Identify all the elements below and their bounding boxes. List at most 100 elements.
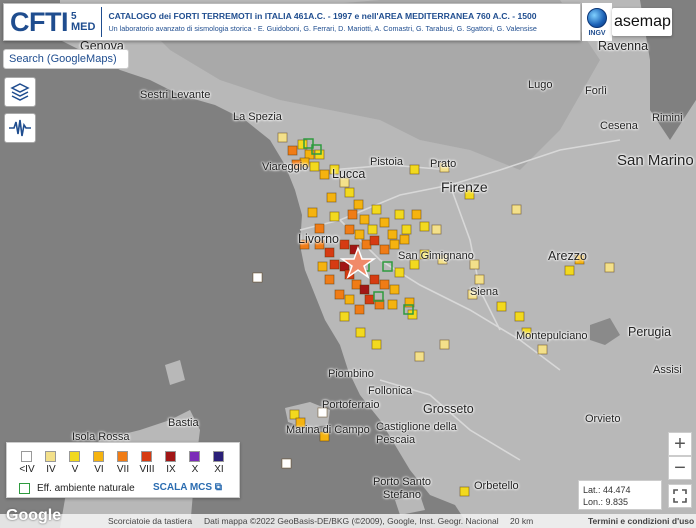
keyboard-shortcuts-link[interactable]: Scorciatoie da tastiera <box>108 516 193 526</box>
earthquake-marker[interactable] <box>344 294 355 305</box>
earthquake-marker[interactable] <box>297 139 308 150</box>
earthquake-marker[interactable] <box>414 351 425 362</box>
legend-swatch <box>69 451 80 462</box>
earthquake-marker[interactable] <box>344 224 355 235</box>
layers-button[interactable] <box>4 77 36 107</box>
earthquake-marker[interactable] <box>604 262 615 273</box>
earthquake-marker[interactable] <box>379 217 390 228</box>
epicenter-star-icon[interactable] <box>339 245 377 279</box>
earthquake-marker[interactable] <box>334 289 345 300</box>
environment-effect-marker[interactable] <box>382 261 393 272</box>
earthquake-marker[interactable] <box>347 209 358 220</box>
earthquake-marker[interactable] <box>329 164 340 175</box>
earthquake-marker[interactable] <box>319 431 330 442</box>
earthquake-marker[interactable] <box>574 254 585 265</box>
earthquake-marker[interactable] <box>295 417 306 428</box>
earthquake-marker[interactable] <box>291 159 302 170</box>
earthquake-marker[interactable] <box>401 224 412 235</box>
earthquake-marker[interactable] <box>309 161 320 172</box>
earthquake-marker[interactable] <box>411 209 422 220</box>
earthquake-marker[interactable] <box>409 259 420 270</box>
earthquake-marker[interactable] <box>439 339 450 350</box>
earthquake-marker[interactable] <box>459 486 470 497</box>
earthquake-marker[interactable] <box>339 239 350 250</box>
earthquake-marker[interactable] <box>252 272 263 283</box>
earthquake-marker[interactable] <box>521 327 532 338</box>
earthquake-marker[interactable] <box>287 145 298 156</box>
earthquake-marker[interactable] <box>314 223 325 234</box>
earthquake-marker[interactable] <box>339 311 350 322</box>
earthquake-marker[interactable] <box>359 284 370 295</box>
earthquake-marker[interactable] <box>324 274 335 285</box>
earthquake-marker[interactable] <box>564 265 575 276</box>
earthquake-marker[interactable] <box>394 267 405 278</box>
earthquake-marker[interactable] <box>369 274 380 285</box>
earthquake-marker[interactable] <box>344 187 355 198</box>
earthquake-marker[interactable] <box>467 289 478 300</box>
earthquake-marker[interactable] <box>317 261 328 272</box>
earthquake-marker[interactable] <box>389 284 400 295</box>
earthquake-marker[interactable] <box>389 239 400 250</box>
earthquake-marker[interactable] <box>511 204 522 215</box>
earthquake-marker[interactable] <box>351 279 362 290</box>
earthquake-marker[interactable] <box>355 327 366 338</box>
search-googlemaps-button[interactable]: Search (GoogleMaps) <box>3 49 129 69</box>
scala-mcs-link[interactable]: SCALA MCS ⧉ <box>153 482 222 493</box>
earthquake-marker[interactable] <box>409 164 420 175</box>
basemap-button[interactable]: asemap <box>612 8 672 36</box>
earthquake-marker[interactable] <box>439 162 450 173</box>
earthquake-marker[interactable] <box>496 301 507 312</box>
environment-effect-marker[interactable] <box>311 144 322 155</box>
earthquake-marker[interactable] <box>326 192 337 203</box>
earthquake-marker[interactable] <box>359 214 370 225</box>
earthquake-marker[interactable] <box>371 339 382 350</box>
earthquake-marker[interactable] <box>387 299 398 310</box>
earthquake-marker[interactable] <box>514 311 525 322</box>
earthquake-marker[interactable] <box>379 279 390 290</box>
earthquake-marker[interactable] <box>367 224 378 235</box>
seismograph-button[interactable] <box>4 113 36 143</box>
earthquake-marker[interactable] <box>464 189 475 200</box>
earthquake-marker[interactable] <box>314 239 325 250</box>
earthquake-marker[interactable] <box>329 211 340 222</box>
earthquake-marker[interactable] <box>437 254 448 265</box>
earthquake-marker[interactable] <box>277 132 288 143</box>
earthquake-marker[interactable] <box>404 297 415 308</box>
earthquake-marker[interactable] <box>289 409 300 420</box>
environment-effect-marker[interactable] <box>403 304 414 315</box>
earthquake-marker[interactable] <box>364 294 375 305</box>
terms-link[interactable]: Termini e condizioni d'uso <box>588 516 695 526</box>
environment-effect-marker[interactable] <box>373 291 384 302</box>
earthquake-marker[interactable] <box>319 169 330 180</box>
ingv-logo[interactable]: INGV <box>582 3 612 41</box>
earthquake-marker[interactable] <box>369 235 380 246</box>
earthquake-marker[interactable] <box>307 207 318 218</box>
earthquake-marker[interactable] <box>537 344 548 355</box>
earthquake-marker[interactable] <box>354 304 365 315</box>
zoom-out-button[interactable]: − <box>668 456 692 480</box>
earthquake-marker[interactable] <box>419 249 430 260</box>
earthquake-marker[interactable] <box>469 259 480 270</box>
earthquake-marker[interactable] <box>474 274 485 285</box>
earthquake-marker[interactable] <box>431 224 442 235</box>
earthquake-marker[interactable] <box>394 209 405 220</box>
earthquake-marker[interactable] <box>339 261 350 272</box>
earthquake-marker[interactable] <box>374 299 385 310</box>
fullscreen-button[interactable] <box>668 484 692 508</box>
earthquake-marker[interactable] <box>371 204 382 215</box>
earthquake-marker[interactable] <box>329 259 340 270</box>
earthquake-marker[interactable] <box>324 247 335 258</box>
environment-effect-marker[interactable] <box>303 138 314 149</box>
zoom-in-button[interactable]: + <box>668 432 692 456</box>
earthquake-marker[interactable] <box>317 407 328 418</box>
earthquake-marker[interactable] <box>399 234 410 245</box>
earthquake-marker[interactable] <box>299 239 310 250</box>
earthquake-marker[interactable] <box>387 229 398 240</box>
earthquake-marker[interactable] <box>379 244 390 255</box>
earthquake-marker[interactable] <box>354 229 365 240</box>
earthquake-marker[interactable] <box>281 458 292 469</box>
earthquake-marker[interactable] <box>419 221 430 232</box>
earthquake-marker[interactable] <box>339 177 350 188</box>
earthquake-marker[interactable] <box>353 199 364 210</box>
